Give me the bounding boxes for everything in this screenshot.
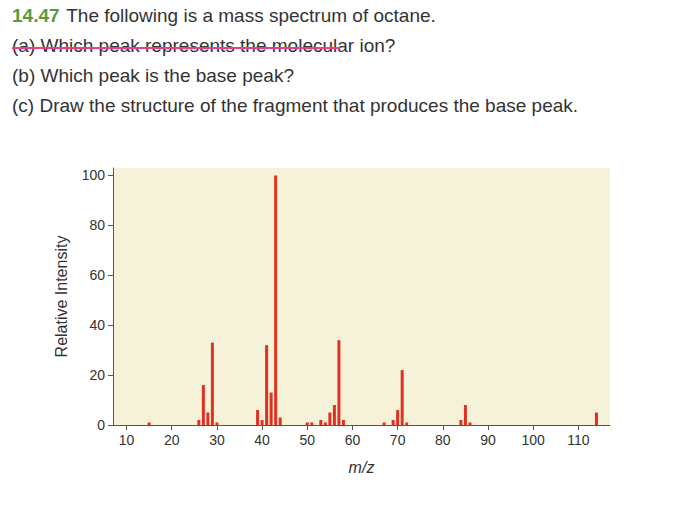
svg-text:70: 70 (390, 432, 406, 448)
svg-text:20: 20 (164, 432, 180, 448)
svg-text:0: 0 (97, 417, 105, 433)
svg-text:(a) Which peak represents the: (a) Which peak represents the molecular … (12, 35, 395, 56)
svg-text:80: 80 (435, 432, 451, 448)
svg-text:100: 100 (522, 432, 546, 448)
svg-text:40: 40 (254, 432, 270, 448)
svg-text:40: 40 (89, 317, 105, 333)
svg-text:80: 80 (89, 217, 105, 233)
svg-text:The following is a mass spectr: The following is a mass spectrum of octa… (66, 5, 436, 26)
svg-text:Relative Intensity: Relative Intensity (53, 236, 70, 358)
svg-text:10: 10 (119, 432, 135, 448)
svg-text:20: 20 (89, 367, 105, 383)
svg-text:14.47: 14.47 (12, 5, 60, 26)
svg-text:110: 110 (567, 432, 590, 448)
svg-text:30: 30 (209, 432, 225, 448)
svg-text:(c) Draw the structure of the: (c) Draw the structure of the fragment t… (12, 95, 578, 116)
svg-text:60: 60 (345, 432, 361, 448)
svg-text:(b) Which peak is the base pea: (b) Which peak is the base peak? (12, 65, 294, 86)
svg-text:100: 100 (82, 167, 106, 183)
svg-text:60: 60 (89, 267, 105, 283)
svg-text:50: 50 (299, 432, 315, 448)
svg-text:m/z: m/z (349, 459, 375, 476)
svg-text:90: 90 (480, 432, 496, 448)
